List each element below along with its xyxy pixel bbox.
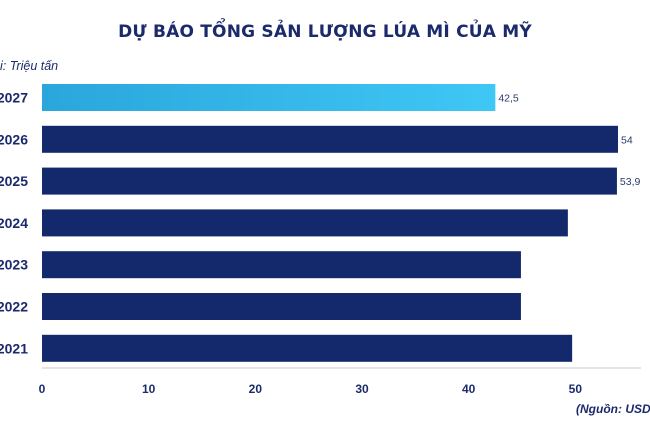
- category-label: 2023: [0, 257, 28, 273]
- chart-title: DỰ BÁO TỔNG SẢN LƯỢNG LÚA MÌ CỦA MỸ: [118, 22, 532, 42]
- data-label: 53,9: [620, 176, 641, 188]
- data-label: 54: [621, 134, 633, 146]
- category-label: 2025: [0, 173, 28, 189]
- x-tick-label: 10: [142, 382, 156, 396]
- data-label: 42,5: [498, 93, 519, 105]
- bars-group: [42, 84, 618, 362]
- bar-2022: [42, 293, 521, 320]
- x-tick-label: 40: [462, 382, 476, 396]
- x-tick-label: 30: [355, 382, 369, 396]
- category-label: 2026: [0, 131, 28, 147]
- labels-group: 2027 42,5 2026 54 2025 53,9 2024 2023 2022 2021: [0, 90, 641, 357]
- x-axis: 0 10 20 30 40 50: [39, 367, 641, 396]
- source-note: (Nguồn: USDA: [576, 402, 650, 416]
- bar-2021: [42, 334, 573, 362]
- category-label: 2027: [0, 90, 28, 106]
- x-tick-label: 50: [569, 382, 583, 396]
- bar-2023: [42, 251, 521, 279]
- bar-2024: [42, 209, 568, 237]
- x-tick-label: 0: [39, 382, 46, 396]
- category-label: 2024: [0, 215, 28, 231]
- bar-2026: [42, 125, 618, 153]
- bar-2025: [42, 167, 617, 195]
- unit-label: i: Triệu tấn: [0, 59, 59, 73]
- category-label: 2022: [0, 299, 28, 315]
- category-label: 2021: [0, 340, 28, 356]
- bar-2027: [42, 84, 496, 111]
- x-tick-label: 20: [249, 382, 263, 396]
